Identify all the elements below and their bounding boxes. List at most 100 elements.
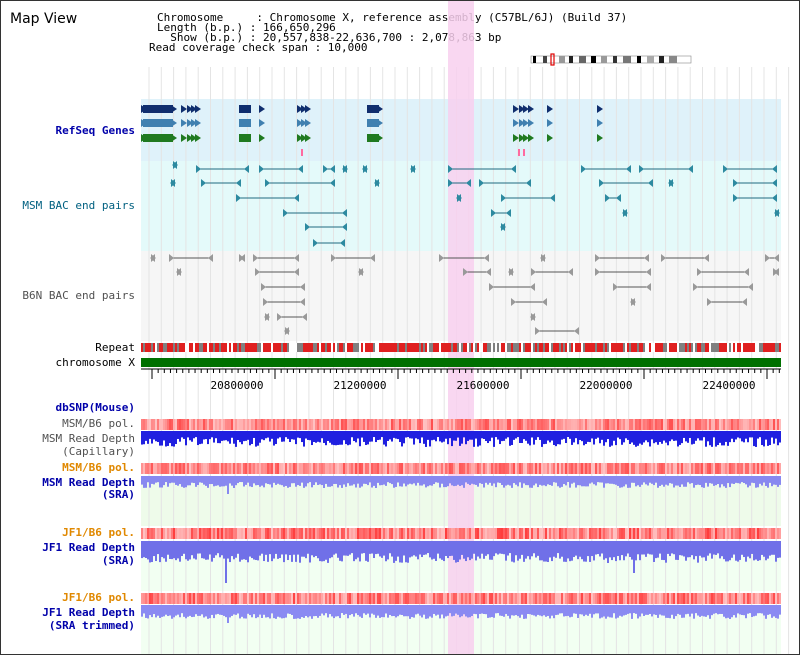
polymorphism-cell xyxy=(607,593,609,604)
gene-glyph xyxy=(305,134,311,142)
polymorphism-cell xyxy=(359,463,361,474)
polymorphism-cell xyxy=(641,419,643,430)
read-depth-bar xyxy=(141,431,143,445)
read-depth-bar xyxy=(733,476,735,485)
track-label-dbsnp[interactable]: dbSNP(Mouse) xyxy=(55,401,135,414)
polymorphism-cell xyxy=(249,528,251,539)
read-depth-bar xyxy=(181,605,183,614)
polymorphism-cell xyxy=(493,593,495,604)
track-label-jf1-b6-pol-2[interactable]: JF1/B6 pol. xyxy=(62,591,135,604)
polymorphism-cell xyxy=(585,463,587,474)
polymorphism-cell xyxy=(413,419,415,430)
bac-end xyxy=(697,268,702,276)
track-label-msm-read-depth-sra[interactable]: MSM Read Depth xyxy=(42,476,135,489)
polymorphism-cell xyxy=(493,528,495,539)
polymorphism-cell xyxy=(511,463,513,474)
polymorphism-cell xyxy=(511,593,513,604)
read-depth-bar xyxy=(697,605,699,616)
polymorphism-cell xyxy=(623,528,625,539)
polymorphism-cell xyxy=(523,419,525,430)
polymorphism-cell xyxy=(531,419,533,430)
polymorphism-cell xyxy=(639,419,641,430)
read-depth-bar xyxy=(397,431,399,440)
read-depth-bar xyxy=(207,541,209,560)
read-depth-bar xyxy=(361,541,363,554)
repeat-segment xyxy=(389,343,391,352)
read-depth-bar xyxy=(281,476,283,486)
polymorphism-cell xyxy=(429,419,431,430)
polymorphism-cell xyxy=(753,528,755,539)
read-depth-bar xyxy=(415,476,417,486)
gene-glyph xyxy=(191,134,197,142)
track-label-jf1-read-depth[interactable]: JF1 Read Depth xyxy=(42,541,135,554)
polymorphism-cell xyxy=(745,419,747,430)
read-depth-bar xyxy=(387,605,389,618)
polymorphism-cell xyxy=(467,419,469,430)
read-depth-bar xyxy=(547,605,549,616)
polymorphism-cell xyxy=(235,463,237,474)
track-label-msm-b6-pol-2[interactable]: MSM/B6 pol. xyxy=(62,461,135,474)
polymorphism-cell xyxy=(697,419,699,430)
polymorphism-cell xyxy=(449,463,451,474)
repeat-segment xyxy=(719,343,721,352)
read-depth-bar xyxy=(295,541,297,562)
read-depth-bar xyxy=(215,541,217,556)
polymorphism-cell xyxy=(251,593,253,604)
read-depth-bar xyxy=(161,541,163,558)
polymorphism-cell xyxy=(639,463,641,474)
read-depth-bar xyxy=(667,541,669,554)
track-label-b6n-bac[interactable]: B6N BAC end pairs xyxy=(22,289,135,302)
read-depth-bar xyxy=(199,476,201,483)
polymorphism-cell xyxy=(607,463,609,474)
read-depth-bar xyxy=(187,541,189,561)
polymorphism-cell xyxy=(751,528,753,539)
polymorphism-cell xyxy=(657,463,659,474)
read-depth-bar xyxy=(375,431,377,443)
chromosome-ideogram[interactable] xyxy=(529,53,695,67)
gene-glyph xyxy=(519,134,525,142)
read-depth-bar xyxy=(735,605,737,618)
polymorphism-cell xyxy=(257,528,259,539)
polymorphism-cell xyxy=(321,593,323,604)
read-depth-bar xyxy=(563,605,565,617)
polymorphism-cell xyxy=(203,419,205,430)
repeat-segment xyxy=(387,343,389,352)
track-label-refseq[interactable]: RefSeq Genes xyxy=(55,124,135,137)
polymorphism-cell xyxy=(661,593,663,604)
bac-end xyxy=(535,327,540,335)
axis-tick-label: 22000000 xyxy=(579,379,633,392)
polymorphism-cell xyxy=(481,419,483,430)
polymorphism-cell xyxy=(499,593,501,604)
read-depth-bar xyxy=(429,605,431,617)
read-depth-bar xyxy=(721,541,723,557)
read-depth-bar xyxy=(633,541,635,573)
track-label-msm-bac[interactable]: MSM BAC end pairs xyxy=(22,199,135,212)
polymorphism-cell xyxy=(529,463,531,474)
polymorphism-cell xyxy=(271,419,273,430)
polymorphism-cell xyxy=(425,593,427,604)
repeat-segment xyxy=(623,343,625,352)
read-depth-bar xyxy=(327,605,329,618)
read-depth-bar xyxy=(395,541,397,561)
read-depth-bar xyxy=(523,541,525,562)
polymorphism-cell xyxy=(475,528,477,539)
polymorphism-cell xyxy=(171,419,173,430)
polymorphism-cell xyxy=(161,528,163,539)
track-label-msm-read-depth[interactable]: MSM Read Depth xyxy=(42,432,135,445)
read-depth-bar xyxy=(499,476,501,483)
polymorphism-cell xyxy=(345,463,347,474)
read-depth-bar xyxy=(499,431,501,445)
read-depth-bar xyxy=(735,431,737,440)
track-label-jf1-b6-pol[interactable]: JF1/B6 pol. xyxy=(62,526,135,539)
read-depth-bar xyxy=(485,431,487,442)
read-depth-bar xyxy=(317,541,319,559)
track-label-jf1-read-depth-2[interactable]: JF1 Read Depth xyxy=(42,606,135,619)
polymorphism-cell xyxy=(465,419,467,430)
track-label-msm-b6-pol[interactable]: MSM/B6 pol. xyxy=(62,417,135,430)
track-label-chromosome[interactable]: chromosome X xyxy=(55,356,135,369)
read-depth-bar xyxy=(425,431,427,447)
track-label-repeat[interactable]: Repeat xyxy=(95,341,135,354)
polymorphism-cell xyxy=(443,463,445,474)
read-depth-bar xyxy=(483,541,485,559)
